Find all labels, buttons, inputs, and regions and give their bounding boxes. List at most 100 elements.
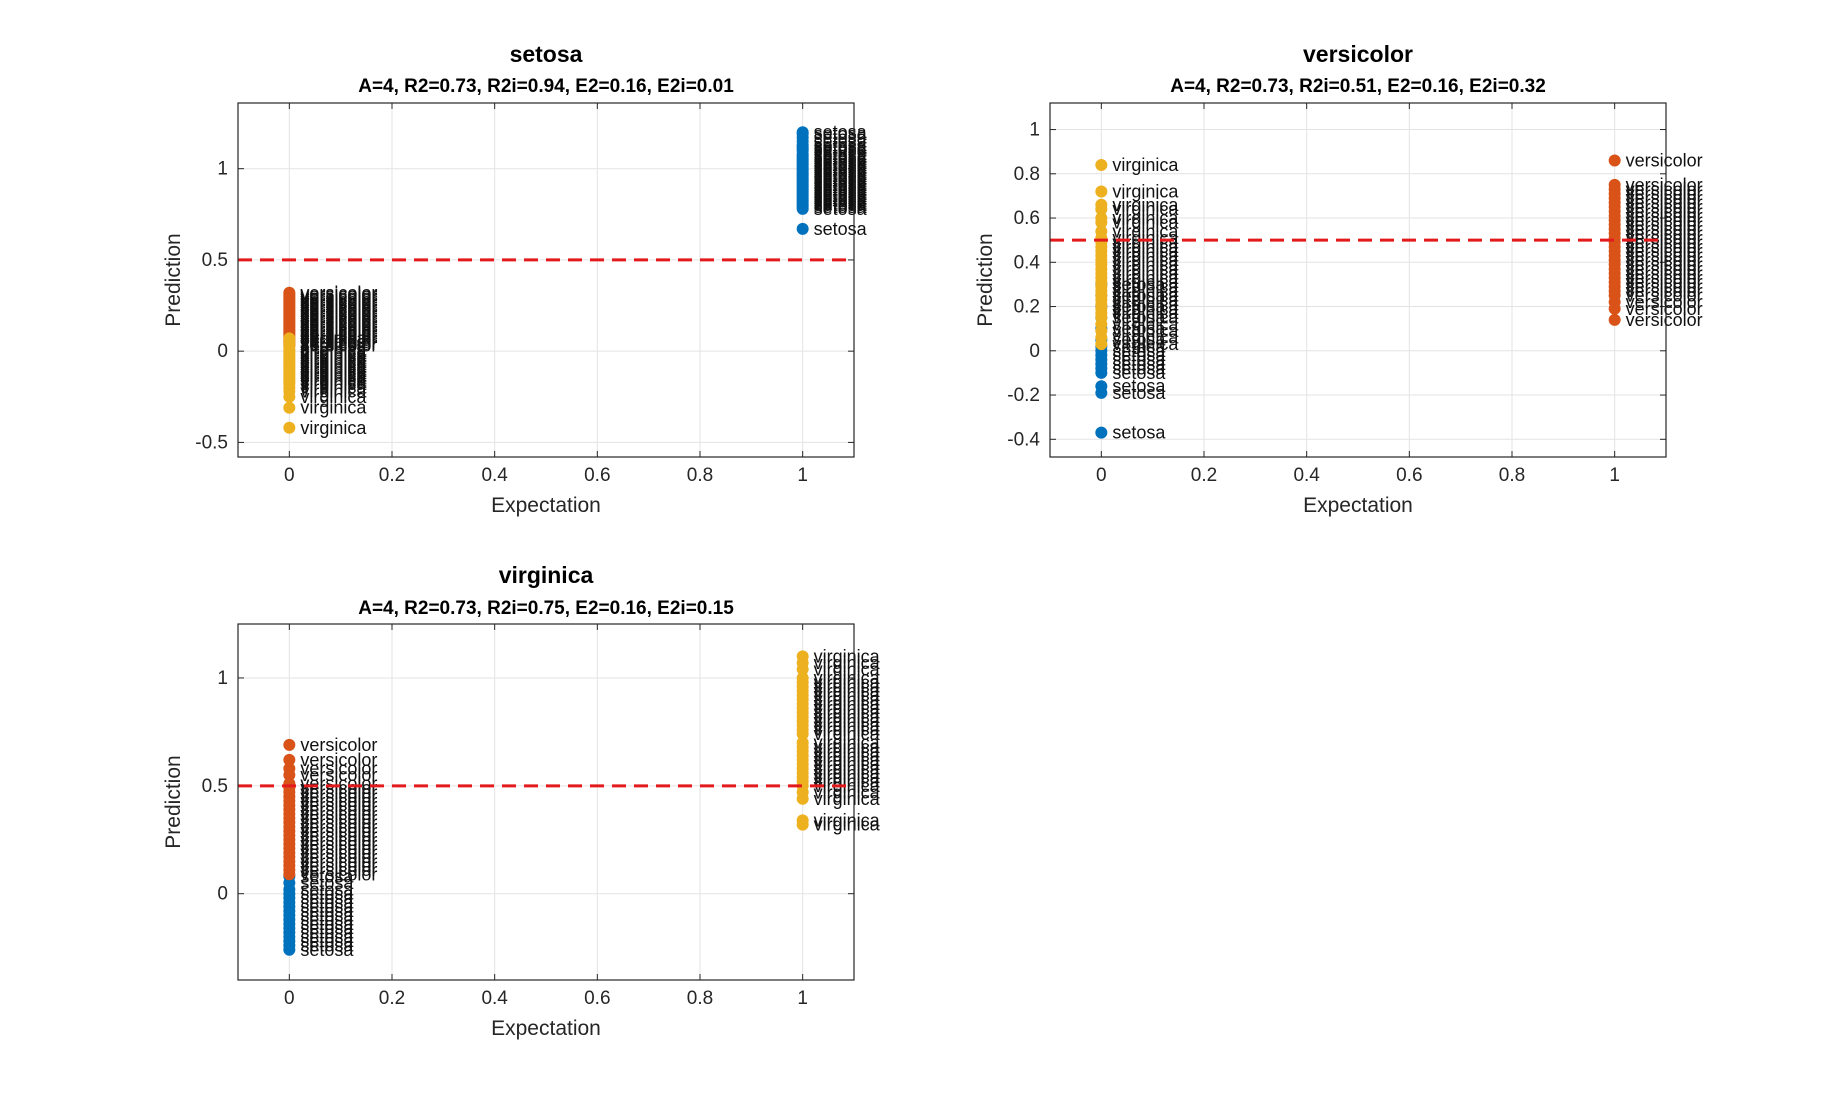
data-point-label: virginica [300, 370, 367, 390]
data-point-label: virginica [814, 707, 881, 727]
data-point-label: setosa [300, 940, 354, 960]
data-point [283, 868, 296, 881]
data-point-label: versicolor [300, 297, 377, 317]
data-point-label: virginica [1112, 199, 1179, 219]
data-point-label: setosa [1112, 319, 1166, 339]
data-point-label: virginica [300, 356, 367, 376]
series-setosa: setosasetosasetosasetosasetosasetosaseto… [283, 866, 354, 960]
y-axis-label: Prediction [162, 755, 185, 848]
data-point-label: setosa [1112, 423, 1166, 443]
x-tick-label: 0 [284, 465, 295, 486]
data-point-label: versicolor [1626, 263, 1703, 283]
data-point-label: versicolor [300, 286, 377, 306]
data-point-label: setosa [300, 931, 354, 951]
data-point-label: virginica [300, 345, 367, 365]
series-virginica: virginicavirginicavirginicavirginicavirg… [283, 328, 367, 438]
data-point-label: virginica [814, 810, 881, 830]
x-axis-label: Expectation [1303, 494, 1413, 517]
data-point-label: versicolor [300, 330, 377, 350]
x-tick-label: 1 [797, 465, 808, 486]
data-point-label: versicolor [1626, 197, 1703, 217]
data-point-label: virginica [300, 341, 367, 361]
data-point-label: virginica [1112, 237, 1179, 257]
data-point-label: virginica [1112, 303, 1179, 323]
data-point-label: virginica [814, 711, 881, 731]
data-point-label: virginica [814, 789, 881, 809]
data-point-label: setosa [300, 910, 354, 930]
data-point-label: versicolor [300, 308, 377, 328]
data-point-label: virginica [300, 363, 367, 383]
data-point-label: versicolor [300, 821, 377, 841]
data-point-label: virginica [1112, 232, 1179, 252]
data-point-label: virginica [1112, 263, 1179, 283]
data-point-label: setosa [300, 905, 354, 925]
y-tick-label: -0.2 [1007, 385, 1040, 406]
plot-area [238, 103, 854, 457]
data-point [283, 401, 296, 414]
data-point-label: setosa [300, 888, 354, 908]
data-point-label: setosa [1112, 383, 1166, 403]
x-tick-label: 0.4 [481, 465, 508, 486]
data-point-label: virginica [300, 398, 367, 418]
data-point-label: virginica [1112, 334, 1179, 354]
data-point-label: virginica [300, 361, 367, 381]
data-point-label: versicolor [300, 864, 377, 884]
x-tick-label: 0.2 [1191, 465, 1217, 486]
data-point-label: virginica [814, 646, 881, 666]
data-point-label: setosa [1112, 376, 1166, 396]
data-point-label: versicolor [300, 856, 377, 876]
data-point-label: virginica [1112, 212, 1179, 232]
y-tick-label: 0 [217, 884, 228, 905]
data-point-label: versicolor [1626, 277, 1703, 297]
data-point-label: versicolor [300, 317, 377, 337]
data-point [796, 202, 809, 215]
data-point-label: versicolor [1626, 232, 1703, 252]
data-point-label: versicolor [300, 860, 377, 880]
x-tick-label: 0.8 [687, 465, 713, 486]
data-point-label: versicolor [300, 336, 377, 356]
data-point-label: versicolor [1626, 259, 1703, 279]
data-point-label: setosa [300, 879, 354, 899]
data-point [1095, 185, 1108, 198]
x-tick-label: 0.2 [379, 988, 405, 1009]
data-point [1095, 158, 1108, 171]
data-point-label: virginica [1112, 277, 1179, 297]
y-axis-label: Prediction [162, 233, 185, 326]
data-point-label: versicolor [300, 735, 377, 755]
data-point-label: setosa [300, 923, 354, 943]
data-point-label: virginica [814, 659, 881, 679]
data-point-label: versicolor [300, 303, 377, 323]
data-point-label: virginica [300, 369, 367, 389]
y-tick-label: 0.8 [1014, 164, 1040, 185]
data-point-label: virginica [300, 381, 367, 401]
data-point-label: versicolor [300, 851, 377, 871]
data-point-label: virginica [1112, 250, 1179, 270]
data-point-label: versicolor [300, 314, 377, 334]
x-axis-label: Expectation [491, 494, 601, 517]
data-point-label: virginica [814, 668, 881, 688]
data-point-label: versicolor [300, 765, 377, 785]
data-point [796, 818, 809, 831]
data-point-label: setosa [814, 219, 868, 239]
data-point-label: versicolor [300, 328, 377, 348]
data-point-label: setosa [1112, 350, 1166, 370]
data-point-label: versicolor [1626, 210, 1703, 230]
data-point-label: setosa [300, 927, 354, 947]
data-point-label: versicolor [300, 812, 377, 832]
data-point-label: virginica [814, 772, 881, 792]
data-point-label: virginica [814, 715, 881, 735]
data-point-label: virginica [814, 815, 881, 835]
y-tick-label: -0.4 [1007, 429, 1040, 450]
axes-box [1049, 102, 1667, 458]
data-point-label: versicolor [300, 290, 377, 310]
chart-panel-1: 0 0.2 0.4 0.6 0.8 1-0.500.51setosasetosasetos… [162, 41, 868, 517]
data-point-label: virginica [1112, 281, 1179, 301]
data-point-label: versicolor [1626, 206, 1703, 226]
data-point-label: virginica [814, 741, 881, 761]
data-point-label: virginica [814, 750, 881, 770]
data-point-label: versicolor [300, 319, 377, 339]
data-point-label: virginica [1112, 208, 1179, 228]
chart-panel-3: 0 0.2 0.4 0.6 0.8 100.51setosasetosasetosaset… [162, 562, 881, 1040]
data-point-label: versicolor [300, 312, 377, 332]
data-point-label: virginica [300, 350, 367, 370]
